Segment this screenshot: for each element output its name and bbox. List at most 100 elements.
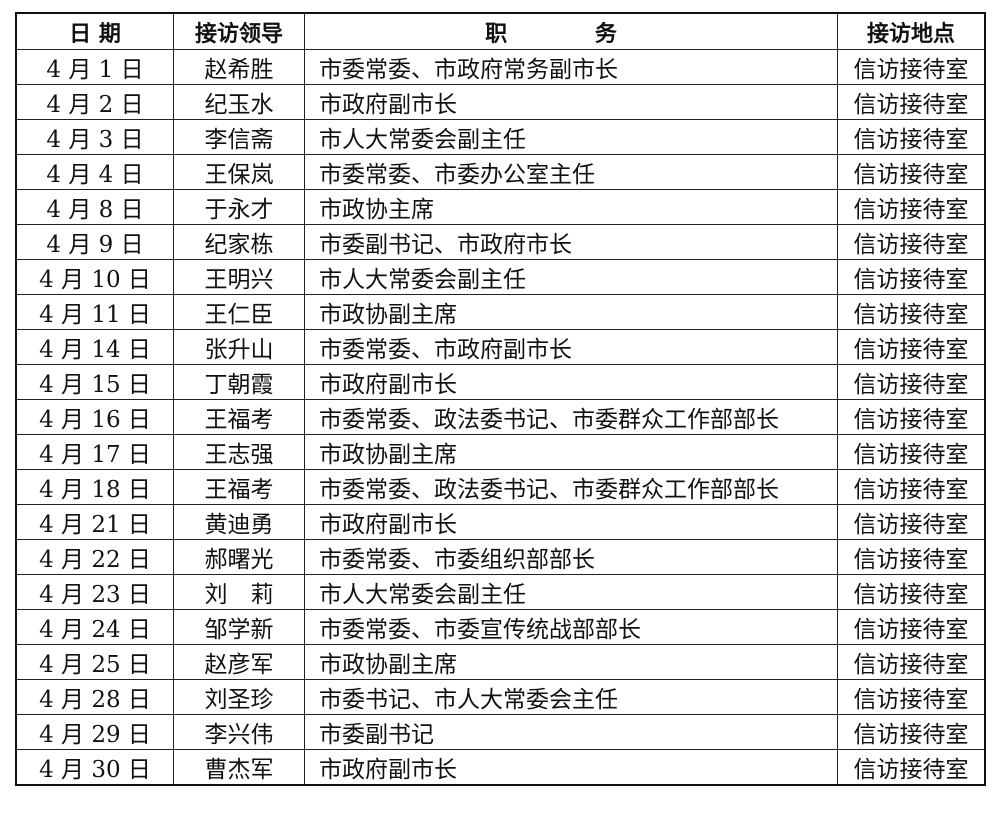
position-cell: 市委书记、市人大常委会主任 [304, 679, 838, 715]
location-cell: 信访接待室 [837, 189, 986, 225]
date-cell: 4 月 2 日 [15, 84, 174, 120]
location-cell: 信访接待室 [837, 714, 986, 750]
position-cell: 市委常委、市委宣传统战部部长 [304, 609, 838, 645]
position-cell: 市人大常委会副主任 [304, 119, 838, 155]
location-cell: 信访接待室 [837, 434, 986, 470]
leader-cell: 赵彦军 [173, 644, 305, 680]
location-cell: 信访接待室 [837, 119, 986, 155]
position-cell: 市委常委、市委组织部部长 [304, 539, 838, 575]
date-cell: 4 月 25 日 [15, 644, 174, 680]
location-cell: 信访接待室 [837, 574, 986, 610]
leader-cell: 李兴伟 [173, 714, 305, 750]
date-cell: 4 月 9 日 [15, 224, 174, 260]
date-cell: 4 月 15 日 [15, 364, 174, 400]
date-cell: 4 月 17 日 [15, 434, 174, 470]
location-cell: 信访接待室 [837, 644, 986, 680]
location-cell: 信访接待室 [837, 84, 986, 120]
table-row: 4 月 2 日纪玉水 市政府副市长 信访接待室 [15, 84, 986, 120]
location-cell: 信访接待室 [837, 49, 986, 85]
date-cell: 4 月 21 日 [15, 504, 174, 540]
position-cell: 市委常委、市政府副市长 [304, 329, 838, 365]
position-cell: 市政协副主席 [304, 644, 838, 680]
leader-cell: 刘圣珍 [173, 679, 305, 715]
leader-cell: 李信斋 [173, 119, 305, 155]
leader-cell: 王志强 [173, 434, 305, 470]
date-cell: 4 月 18 日 [15, 469, 174, 505]
leader-cell: 于永才 [173, 189, 305, 225]
position-cell: 市委副书记 [304, 714, 838, 750]
location-cell: 信访接待室 [837, 399, 986, 435]
date-cell: 4 月 14 日 [15, 329, 174, 365]
table-row: 4 月 3 日李信斋 市人大常委会副主任 信访接待室 [15, 119, 986, 155]
position-cell: 市政府副市长 [304, 364, 838, 400]
location-cell: 信访接待室 [837, 294, 986, 330]
date-cell: 4 月 8 日 [15, 189, 174, 225]
position-cell: 市政府副市长 [304, 84, 838, 120]
location-cell: 信访接待室 [837, 679, 986, 715]
header-leader: 接访领导 [173, 12, 305, 50]
position-cell: 市政协副主席 [304, 434, 838, 470]
date-cell: 4 月 11 日 [15, 294, 174, 330]
location-cell: 信访接待室 [837, 539, 986, 575]
table-row: 4 月 21 日黄迪勇 市政府副市长 信访接待室 [15, 504, 986, 540]
table-row: 4 月 10 日王明兴 市人大常委会副主任 信访接待室 [15, 259, 986, 295]
date-cell: 4 月 3 日 [15, 119, 174, 155]
location-cell: 信访接待室 [837, 364, 986, 400]
location-cell: 信访接待室 [837, 329, 986, 365]
header-position: 职 务 [304, 12, 838, 50]
date-cell: 4 月 23 日 [15, 574, 174, 610]
location-cell: 信访接待室 [837, 504, 986, 540]
date-cell: 4 月 28 日 [15, 679, 174, 715]
location-cell: 信访接待室 [837, 224, 986, 260]
leader-cell: 王保岚 [173, 154, 305, 190]
table-row: 4 月 30 日曹杰军 市政府副市长 信访接待室 [15, 749, 986, 786]
location-cell: 信访接待室 [837, 609, 986, 645]
position-cell: 市委副书记、市政府市长 [304, 224, 838, 260]
leader-cell: 王福考 [173, 469, 305, 505]
table-row: 4 月 22 日郝曙光 市委常委、市委组织部部长 信访接待室 [15, 539, 986, 575]
position-cell: 市委常委、市政府常务副市长 [304, 49, 838, 85]
leader-cell: 张升山 [173, 329, 305, 365]
position-cell: 市委常委、政法委书记、市委群众工作部部长 [304, 469, 838, 505]
table-row: 4 月 1 日赵希胜 市委常委、市政府常务副市长 信访接待室 [15, 49, 986, 85]
date-cell: 4 月 30 日 [15, 749, 174, 786]
table-row: 4 月 29 日李兴伟 市委副书记 信访接待室 [15, 714, 986, 750]
table-row: 4 月 8 日于永才 市政协主席 信访接待室 [15, 189, 986, 225]
table-row: 4 月 25 日赵彦军 市政协副主席 信访接待室 [15, 644, 986, 680]
leader-cell: 王仁臣 [173, 294, 305, 330]
reception-schedule-table: 日 期 接访领导 职 务 接访地点 4 月 1 日赵希胜 市委常委、市政府常务副市… [15, 12, 986, 786]
position-cell: 市委常委、政法委书记、市委群众工作部部长 [304, 399, 838, 435]
leader-cell: 纪玉水 [173, 84, 305, 120]
header-date: 日 期 [15, 12, 174, 50]
table-row: 4 月 23 日刘 莉市人大常委会副主任 信访接待室 [15, 574, 986, 610]
position-cell: 市人大常委会副主任 [304, 574, 838, 610]
leader-cell: 王明兴 [173, 259, 305, 295]
header-row: 日 期 接访领导 职 务 接访地点 [15, 12, 986, 50]
date-cell: 4 月 22 日 [15, 539, 174, 575]
date-cell: 4 月 10 日 [15, 259, 174, 295]
table-row: 4 月 14 日张升山 市委常委、市政府副市长 信访接待室 [15, 329, 986, 365]
date-cell: 4 月 1 日 [15, 49, 174, 85]
location-cell: 信访接待室 [837, 469, 986, 505]
table-row: 4 月 17 日王志强 市政协副主席 信访接待室 [15, 434, 986, 470]
location-cell: 信访接待室 [837, 154, 986, 190]
table-row: 4 月 16 日王福考 市委常委、政法委书记、市委群众工作部部长 信访接待室 [15, 399, 986, 435]
position-cell: 市人大常委会副主任 [304, 259, 838, 295]
leader-cell: 丁朝霞 [173, 364, 305, 400]
table-row: 4 月 4 日王保岚 市委常委、市委办公室主任 信访接待室 [15, 154, 986, 190]
leader-cell: 曹杰军 [173, 749, 305, 786]
position-cell: 市政府副市长 [304, 504, 838, 540]
leader-cell: 黄迪勇 [173, 504, 305, 540]
table-row: 4 月 24 日邹学新 市委常委、市委宣传统战部部长 信访接待室 [15, 609, 986, 645]
table-row: 4 月 18 日王福考 市委常委、政法委书记、市委群众工作部部长 信访接待室 [15, 469, 986, 505]
position-cell: 市政协副主席 [304, 294, 838, 330]
date-cell: 4 月 29 日 [15, 714, 174, 750]
leader-cell: 王福考 [173, 399, 305, 435]
position-cell: 市政协主席 [304, 189, 838, 225]
leader-cell: 邹学新 [173, 609, 305, 645]
leader-cell: 赵希胜 [173, 49, 305, 85]
location-cell: 信访接待室 [837, 749, 986, 786]
table-row: 4 月 9 日纪家栋 市委副书记、市政府市长 信访接待室 [15, 224, 986, 260]
leader-cell: 刘 莉 [173, 574, 305, 610]
position-cell: 市委常委、市委办公室主任 [304, 154, 838, 190]
